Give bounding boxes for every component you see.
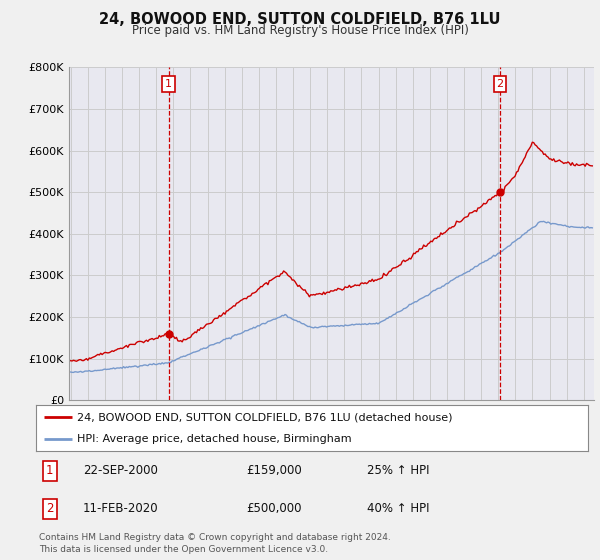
Text: 24, BOWOOD END, SUTTON COLDFIELD, B76 1LU (detached house): 24, BOWOOD END, SUTTON COLDFIELD, B76 1L… — [77, 412, 453, 422]
Text: Contains HM Land Registry data © Crown copyright and database right 2024.
This d: Contains HM Land Registry data © Crown c… — [39, 533, 391, 554]
Text: 11-FEB-2020: 11-FEB-2020 — [83, 502, 158, 515]
Text: 2: 2 — [497, 79, 503, 89]
Text: Price paid vs. HM Land Registry's House Price Index (HPI): Price paid vs. HM Land Registry's House … — [131, 24, 469, 36]
Text: £500,000: £500,000 — [246, 502, 301, 515]
Text: 25% ↑ HPI: 25% ↑ HPI — [367, 464, 430, 478]
Text: HPI: Average price, detached house, Birmingham: HPI: Average price, detached house, Birm… — [77, 435, 352, 444]
Text: 2: 2 — [46, 502, 53, 515]
Text: 1: 1 — [46, 464, 53, 478]
Text: 22-SEP-2000: 22-SEP-2000 — [83, 464, 158, 478]
Text: 24, BOWOOD END, SUTTON COLDFIELD, B76 1LU: 24, BOWOOD END, SUTTON COLDFIELD, B76 1L… — [99, 12, 501, 27]
Text: 1: 1 — [165, 79, 172, 89]
Text: 40% ↑ HPI: 40% ↑ HPI — [367, 502, 430, 515]
Text: £159,000: £159,000 — [246, 464, 302, 478]
